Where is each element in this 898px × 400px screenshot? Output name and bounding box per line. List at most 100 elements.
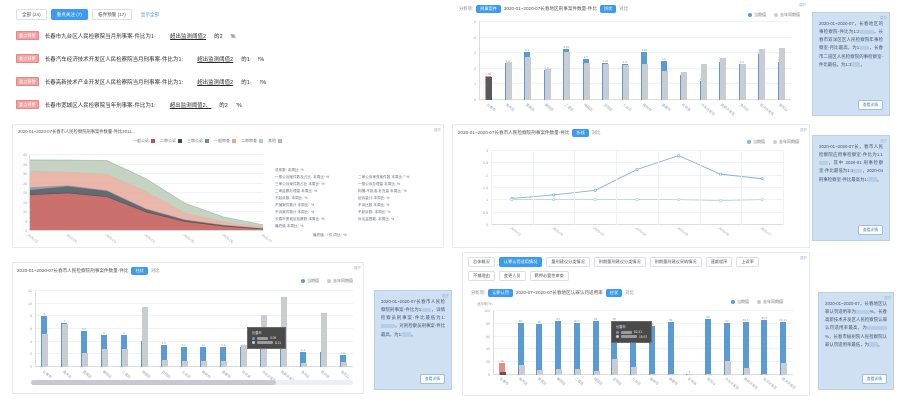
bar[interactable]: 3.1 [180,343,187,367]
analysis-category-pill[interactable]: 认罪认罚 [488,289,513,297]
tab-appeal-rate[interactable]: 上诉率 [736,257,759,267]
legend-item-previous[interactable]: 去年同期值 [327,278,353,284]
expand-label[interactable]: 展开 [442,294,449,298]
bar[interactable]: 5.7 [81,327,88,367]
bar[interactable] [201,361,208,367]
alert-tab-show-all[interactable]: 显示全部 [140,12,160,17]
bar[interactable]: 82.41 [779,318,787,375]
bar[interactable] [564,52,571,100]
expand-label[interactable]: 展开 [800,128,807,132]
callout-detail-button[interactable]: 查看详情 [857,225,883,235]
legend-item-previous[interactable]: 去年同期值 [773,139,799,145]
top-right-legend[interactable]: 当期值 去年同期值 [748,12,800,18]
chart-type-pill[interactable]: 饼状 [599,5,617,13]
expand-label[interactable]: 展开 [800,256,807,260]
tab-changed-persons[interactable]: 变更人员 [498,271,526,281]
bar[interactable] [681,71,688,100]
alert-tab-all[interactable]: 全部 (24) [16,9,47,21]
bar[interactable] [720,57,727,100]
bar[interactable]: 3.1 [220,343,227,367]
callout-detail-button[interactable]: 查看详情 [861,374,887,384]
bar[interactable]: 82 [723,319,730,375]
bar[interactable]: 84 [555,317,562,375]
alert-tab-key-focus[interactable]: 重点关注 (7) [50,9,88,21]
bar[interactable] [221,361,228,367]
legend-item-current[interactable]: 当期值 [301,278,319,284]
expand-label[interactable]: 展开 [434,128,441,132]
bar[interactable] [724,360,731,375]
bar[interactable] [556,369,563,375]
expand-label[interactable]: 展开 [880,16,887,20]
legend-item[interactable]: 其他 [268,138,282,144]
bar[interactable] [743,367,750,375]
bar[interactable] [121,348,128,367]
bar[interactable] [82,353,89,367]
bar[interactable]: 84 [592,317,599,375]
tab-term-suggestion[interactable]: 刑期量刑建议分类情况 [593,257,646,267]
tab-term-adoption[interactable]: 刑期量刑建议采纳情况 [649,257,702,267]
bar[interactable]: 3.1 [200,343,207,367]
bar[interactable] [300,362,307,367]
bar[interactable] [42,334,49,367]
bar[interactable] [320,313,327,367]
bar[interactable] [759,48,766,100]
bar[interactable] [642,64,649,100]
bar[interactable] [499,371,506,375]
legend-item-current[interactable]: 当期值 [731,299,749,305]
bar[interactable] [706,374,713,375]
expand-label[interactable]: 展开 [884,296,891,300]
bar[interactable] [622,64,629,100]
bar[interactable]: 1.9 [339,351,346,367]
bar[interactable] [181,360,188,367]
callout-detail-button[interactable]: 查看详情 [857,100,883,110]
bar[interactable] [102,348,109,367]
tab-plea-application[interactable]: 认罪认罚适用情况 [498,257,543,267]
alert-tab-threshold[interactable]: 临界预警 (17) [91,9,132,21]
bar[interactable] [612,359,619,375]
alert-row[interactable]: 重点预警 长春市宽城区人民检察院当年刑事案-件比为1: 超出监测阈值2、 的2 '% [16,100,242,109]
bar[interactable] [486,77,493,100]
bar[interactable] [62,323,69,367]
bar[interactable] [778,47,785,100]
legend-item[interactable]: 二审公诉 [160,138,182,144]
legend-item[interactable]: 一般公诉 [133,138,155,144]
bar[interactable]: 80.5 [573,319,580,375]
bar[interactable] [739,64,746,100]
bar[interactable]: 82 [517,319,524,375]
tab-fast-track[interactable]: 速裁程序 [705,257,733,267]
area-chart-legend[interactable]: 一般公诉 二审公诉 三审公诉 一般审查 二审审查 其他 [133,138,282,144]
bar[interactable] [537,369,544,375]
legend-item[interactable]: 一般审查 [214,138,236,144]
bottom-right-legend[interactable]: 当期值 去年同期值 [731,299,783,305]
bar[interactable] [141,306,148,367]
legend-item-current[interactable]: 当期值 [748,12,766,18]
tab-overview[interactable]: 总体概况 [468,257,495,267]
tab-sentencing-suggestion[interactable]: 量刑建议分类情况 [546,257,590,267]
bar[interactable] [781,363,788,375]
bar[interactable] [593,370,600,375]
alert-row[interactable]: 重点预警 长春高新技术产业开发区人民检察院当月刑事案-件比为1: 超出监测阈值2 的… [16,77,266,86]
bar[interactable] [544,68,551,100]
analysis-category-pill[interactable]: 刑事案件 [476,5,501,13]
legend-item[interactable]: 二审审查 [241,138,263,144]
expand-label[interactable]: 展开 [354,266,361,270]
bar[interactable] [631,366,638,375]
bar[interactable]: 18 [498,359,505,375]
line-chart-legend[interactable]: 当期值 去年同期值 [747,139,799,145]
bar[interactable] [574,369,581,375]
bar[interactable] [241,345,248,367]
bar[interactable]: 85 [611,317,618,375]
bar[interactable]: 88 [705,315,712,375]
chart-horizontal-scrollbar[interactable] [31,380,353,385]
chart-type-pill[interactable]: 柱状 [131,267,148,275]
bar[interactable] [687,374,694,375]
callout-detail-button[interactable]: 查看详情 [419,374,445,384]
bottom-right-tabs-row-2[interactable]: 不捕理由 变更人员 羁押必要性审查 [468,271,569,281]
bar[interactable]: 83.5 [742,318,749,375]
legend-item[interactable]: 三审公诉 [187,138,209,144]
bar[interactable]: 3.5 [160,341,167,367]
tab-custody-review[interactable]: 羁押必要性审查 [529,271,569,281]
expand-label[interactable]: 展开 [880,139,887,143]
bar[interactable] [505,61,512,100]
bottom-right-tabs-row-1[interactable]: 总体概况 认罪认罚适用情况 量刑建议分类情况 刑期量刑建议分类情况 刑期量刑建议… [468,257,759,267]
